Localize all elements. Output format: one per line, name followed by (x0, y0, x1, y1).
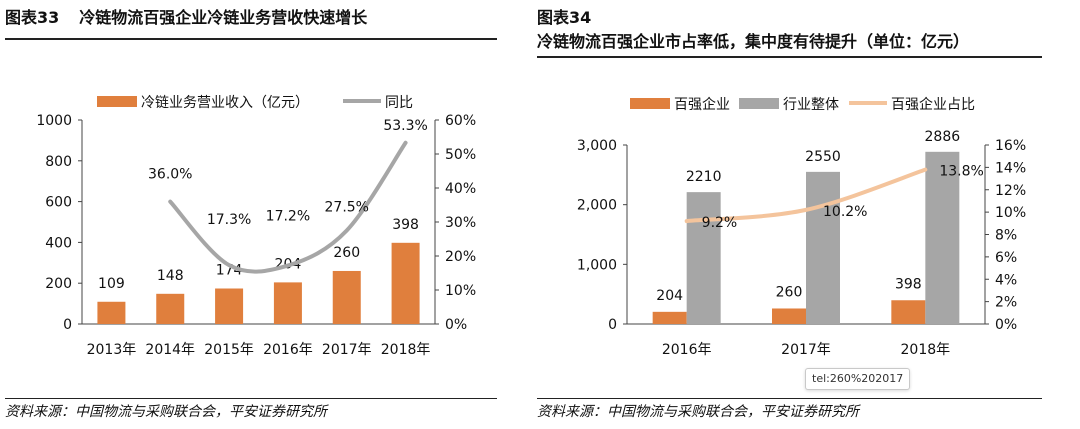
top100-bar-label: 398 (895, 276, 922, 292)
revenue-bar (215, 288, 244, 324)
right-y-tick-label: 40% (445, 181, 476, 197)
market-share-chart: 百强企业 行业整体 百强企业占比 0 1,000 2,000 3,000 0% 2% 4% 6% 8%… (577, 96, 1026, 358)
yoy-data-label: 17.3% (207, 212, 251, 228)
right-y-tick-label: 50% (445, 147, 476, 163)
revenue-bar-label: 109 (98, 276, 125, 292)
top100-bar (772, 308, 806, 324)
left-y-tick-label: 2,000 (577, 198, 617, 214)
right-y-tick-label: 14% (995, 160, 1026, 176)
revenue-bar-label: 148 (157, 268, 184, 284)
industry-bar-label: 2550 (805, 149, 841, 165)
industry-bar-label: 2886 (925, 129, 961, 145)
right-y-tick-label: 0% (995, 317, 1017, 333)
right-y-tick-label: 4% (995, 272, 1017, 288)
x-category-label: 2016年 (662, 342, 712, 358)
x-category-label: 2015年 (204, 342, 254, 358)
top100-bar-label: 260 (776, 284, 803, 300)
right-y-tick-label: 10% (995, 205, 1026, 221)
revenue-bar-label: 260 (333, 245, 360, 261)
right-y-tick-label: 12% (995, 183, 1026, 199)
legend-label-top100: 百强企业 (674, 96, 730, 113)
right-source-note: 资料来源：中国物流与采购联合会，平安证券研究所 (537, 398, 1042, 421)
revenue-bar (332, 270, 361, 324)
right-y-tick-label: 10% (445, 283, 476, 299)
left-source-note: 资料来源：中国物流与采购联合会，平安证券研究所 (5, 398, 497, 421)
industry-bar-label: 2210 (686, 169, 722, 185)
revenue-bar (156, 293, 185, 324)
right-y-tick-label: 6% (995, 250, 1017, 266)
left-y-tick-label: 0 (63, 317, 72, 333)
x-category-label: 2018年 (381, 342, 431, 358)
x-category-label: 2016年 (263, 342, 313, 358)
right-y-tick-label: 60% (445, 113, 476, 129)
right-figure-title: 图表34 冷链物流百强企业市占率低，集中度有待提升（单位：亿元） (537, 0, 1042, 58)
top100-bar (652, 311, 687, 324)
legend-label-share: 百强企业占比 (891, 96, 975, 113)
industry-bar (925, 151, 960, 324)
left-figure-panel: 图表33 冷链物流百强企业冷链业务营收快速增长 冷链业务营业收入（亿元） 同比 0 20… (5, 0, 497, 420)
right-y-tick-label: 0% (445, 317, 467, 333)
left-y-tick-label: 400 (45, 235, 72, 251)
left-figure-title: 图表33 冷链物流百强企业冷链业务营收快速增长 (5, 0, 497, 40)
right-y-tick-label: 8% (995, 228, 1017, 244)
industry-bar (686, 192, 721, 324)
legend-label-yoy: 同比 (385, 95, 413, 111)
yoy-growth-line (168, 140, 408, 274)
share-data-label: 13.8% (939, 164, 983, 180)
yoy-data-label: 17.2% (266, 209, 310, 225)
revenue-bar (273, 282, 302, 324)
left-y-tick-label: 3,000 (577, 138, 617, 154)
phone-link-tooltip[interactable]: tel:260%202017 (805, 368, 911, 390)
x-category-label: 2013年 (87, 342, 137, 358)
yoy-data-label: 53.3% (383, 118, 427, 134)
right-figure-number: 图表34 (537, 8, 592, 27)
legend-label-industry: 行业整体 (783, 97, 839, 113)
x-category-label: 2017年 (781, 342, 831, 358)
right-figure-panel: 图表34 冷链物流百强企业市占率低，集中度有待提升（单位：亿元） 百强企业 行业整体… (537, 0, 1042, 420)
legend-swatch-top100 (630, 98, 670, 109)
legend-label-revenue: 冷链业务营业收入（亿元） (141, 95, 309, 111)
right-figure-title-text: 冷链物流百强企业市占率低，集中度有待提升（单位：亿元） (537, 32, 970, 51)
top100-bar-label: 204 (656, 288, 683, 304)
left-y-tick-label: 1000 (36, 113, 72, 129)
yoy-data-label: 27.5% (325, 200, 369, 216)
industry-bar (806, 171, 840, 324)
right-y-tick-label: 16% (995, 138, 1026, 154)
share-line (684, 167, 928, 224)
right-y-tick-label: 30% (445, 215, 476, 231)
legend-swatch-industry (739, 98, 779, 109)
yoy-data-label: 36.0% (148, 167, 192, 183)
x-category-label: 2018年 (901, 342, 951, 358)
revenue-bar-label: 398 (392, 217, 419, 233)
right-y-tick-label: 2% (995, 295, 1017, 311)
left-y-tick-label: 200 (45, 276, 72, 292)
left-y-tick-label: 0 (608, 317, 617, 333)
revenue-bar (391, 242, 420, 324)
revenue-bar (97, 301, 126, 324)
x-category-label: 2014年 (145, 342, 195, 358)
left-y-tick-label: 1,000 (577, 257, 617, 273)
share-data-label: 9.2% (702, 215, 738, 231)
x-category-label: 2017年 (322, 342, 372, 358)
left-figure-number: 图表33 (5, 8, 60, 27)
revenue-growth-chart: 冷链业务营业收入（亿元） 同比 0 200 400 600 800 1000 0% 10% 20% 3… (36, 95, 476, 358)
top100-bar (891, 300, 926, 324)
right-y-tick-label: 20% (445, 249, 476, 265)
left-y-tick-label: 600 (45, 195, 72, 211)
left-y-tick-label: 800 (45, 154, 72, 170)
left-figure-title-text: 冷链物流百强企业冷链业务营收快速增长 (79, 8, 368, 27)
share-data-label: 10.2% (823, 204, 867, 220)
legend-swatch-revenue (97, 96, 137, 107)
